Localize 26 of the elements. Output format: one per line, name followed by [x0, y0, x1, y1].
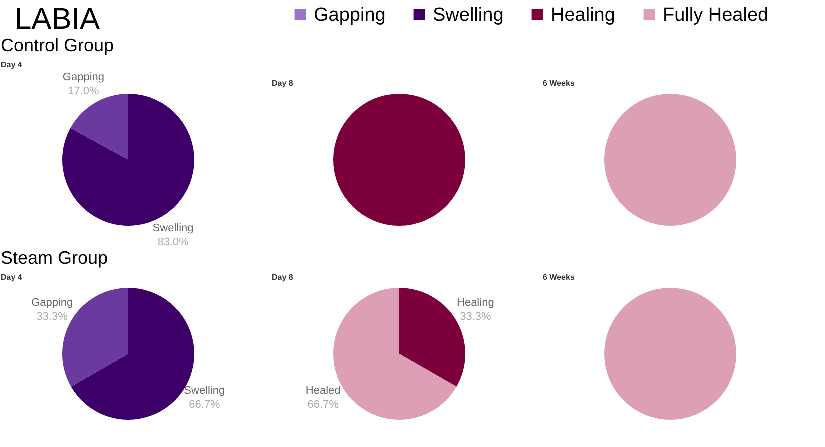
chart-subtitle: Control Group	[1, 35, 114, 56]
data-label: 17.0%	[68, 85, 100, 98]
chart-title: Day 8	[272, 273, 294, 282]
category-label: Swelling	[433, 4, 504, 26]
text: LABIA	[15, 3, 100, 36]
data-label: 66.7%	[189, 399, 220, 412]
data-label: 33.3%	[460, 310, 492, 323]
chart-title: Day 4	[1, 60, 23, 70]
chart-title: 6 Weeks	[543, 79, 576, 88]
data-label: 33.3%	[36, 310, 68, 323]
data-label: 83.0%	[158, 236, 190, 249]
chart-title: Day 8	[272, 79, 294, 88]
category-label: Healing	[551, 4, 616, 26]
slice-label: Gapping	[62, 71, 104, 84]
category-label: Fully Healed	[663, 4, 769, 26]
chart-title: 6 Weeks	[543, 273, 576, 282]
chart-subtitle: Steam Group	[1, 248, 108, 268]
slice-label: Swelling	[184, 385, 226, 398]
slice-label: Swelling	[152, 222, 194, 235]
slice-label: Gapping	[32, 296, 74, 309]
pie-slice	[70, 94, 128, 160]
slice-label: Healed	[306, 385, 341, 398]
data-label: 66.7%	[308, 399, 340, 412]
chart-title: Day 4	[1, 273, 23, 282]
category-label: Gapping	[314, 4, 386, 26]
slice-label: Healing	[457, 296, 494, 309]
